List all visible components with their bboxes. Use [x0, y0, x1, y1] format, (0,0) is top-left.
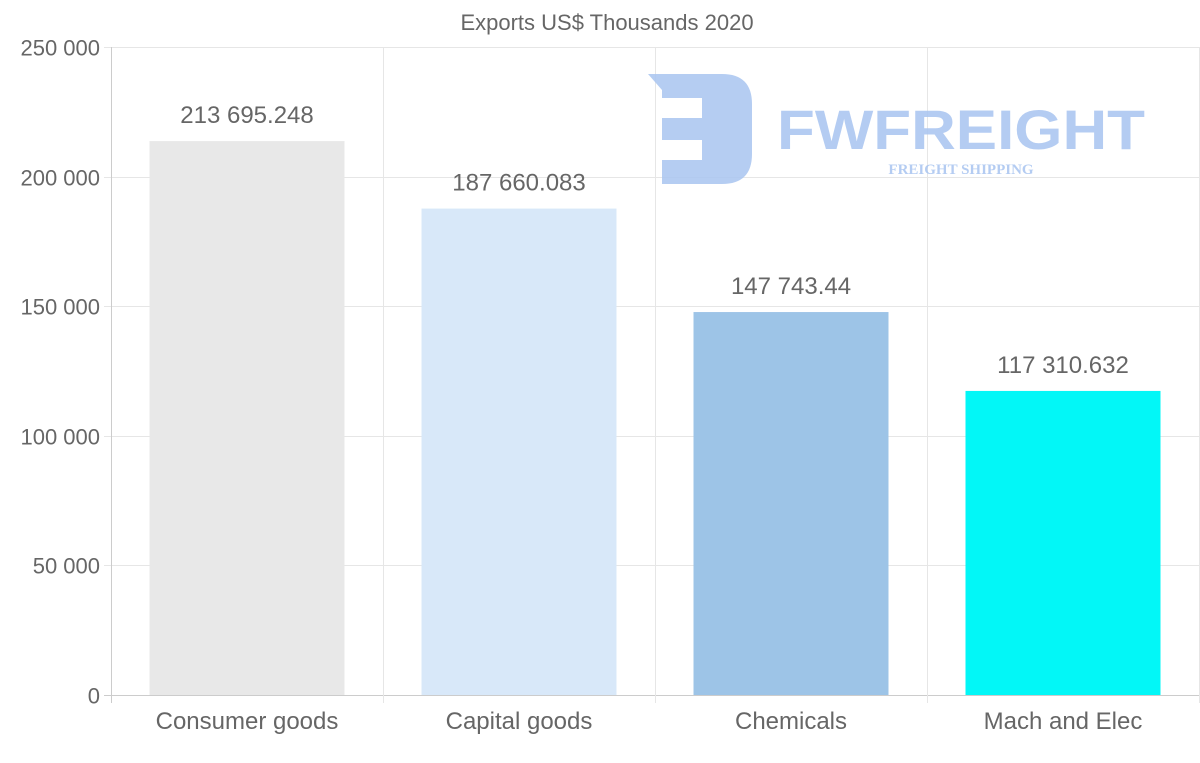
- chart-title: Exports US$ Thousands 2020: [460, 10, 753, 35]
- x-tick-label: Consumer goods: [156, 708, 339, 735]
- watermark-brand: FWFREIGHT: [777, 98, 1145, 161]
- y-tick-label: 150 000: [20, 295, 100, 320]
- y-tick-label: 250 000: [20, 36, 100, 61]
- bars: 213 695.248 Consumer goods 187 660.083 Capi…: [149, 102, 1161, 735]
- y-tick-label: 100 000: [20, 425, 100, 450]
- watermark-tagline: FREIGHT SHIPPING: [888, 162, 1033, 178]
- y-tick-label: 0: [88, 684, 100, 709]
- x-tick-label: Capital goods: [446, 708, 593, 735]
- y-tick-label: 200 000: [20, 166, 100, 191]
- bar-capital-goods: [421, 208, 617, 695]
- data-label: 187 660.083: [452, 170, 585, 197]
- data-label: 213 695.248: [180, 102, 313, 129]
- data-label: 147 743.44: [731, 273, 851, 300]
- bar-chemicals: [693, 312, 889, 695]
- x-tick-label: Mach and Elec: [984, 708, 1143, 735]
- logo-mark-icon: [648, 74, 752, 184]
- fwfreight-watermark-logo: FWFREIGHT FREIGHT SHIPPING: [648, 74, 1145, 184]
- bar-consumer-goods: [149, 141, 345, 695]
- bar-mach-and-elec: [965, 390, 1161, 695]
- y-tick-label: 50 000: [33, 554, 100, 579]
- data-label: 117 310.632: [997, 352, 1129, 379]
- x-tick-label: Chemicals: [735, 708, 847, 735]
- grid: 0 50 000 100 000 150 000 200 000 250 000: [20, 36, 1200, 709]
